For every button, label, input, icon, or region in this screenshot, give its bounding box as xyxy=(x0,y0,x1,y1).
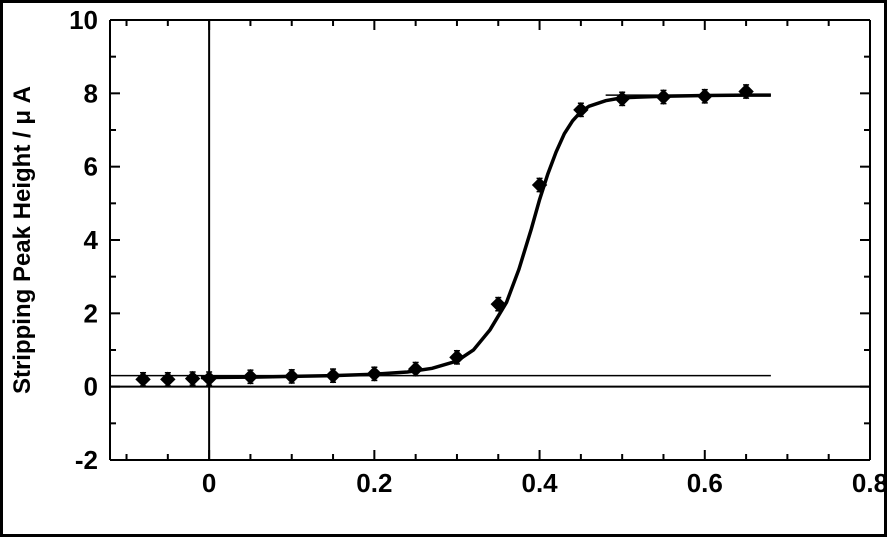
y-tick-label: 2 xyxy=(84,298,98,328)
y-tick-label: 8 xyxy=(84,78,98,108)
y-axis-label: Stripping Peak Height / μ A xyxy=(9,86,36,394)
data-point xyxy=(326,369,340,383)
y-tick-label: 4 xyxy=(84,225,99,255)
y-tick-label: 0 xyxy=(84,372,98,402)
data-point xyxy=(243,370,257,384)
data-point xyxy=(698,89,712,103)
x-tick-label: 0.4 xyxy=(521,468,558,498)
data-point xyxy=(202,372,216,386)
y-tick-label: -2 xyxy=(75,445,98,475)
x-tick-label: 0.6 xyxy=(687,468,723,498)
data-point xyxy=(285,369,299,383)
x-tick-label: 0.8 xyxy=(852,468,887,498)
sigmoid-chart: -2 0 2 4 6 8 10 0 0.2 0.4 0.6 0.8 Stripping Peak Hei… xyxy=(0,0,887,537)
x-tick-label: 0.2 xyxy=(356,468,392,498)
x-tick-label: 0 xyxy=(202,468,216,498)
data-point xyxy=(367,367,381,381)
chart-svg: -2 0 2 4 6 8 10 0 0.2 0.4 0.6 0.8 Stripping Peak Hei… xyxy=(0,0,887,537)
data-point xyxy=(656,90,670,104)
fitted-curve xyxy=(201,95,771,377)
data-point xyxy=(615,92,629,106)
data-point xyxy=(186,372,200,386)
y-tick-label: 6 xyxy=(84,152,98,182)
data-point xyxy=(161,372,175,386)
data-point xyxy=(136,372,150,386)
y-tick-label: 10 xyxy=(69,5,98,35)
data-point xyxy=(409,362,423,376)
